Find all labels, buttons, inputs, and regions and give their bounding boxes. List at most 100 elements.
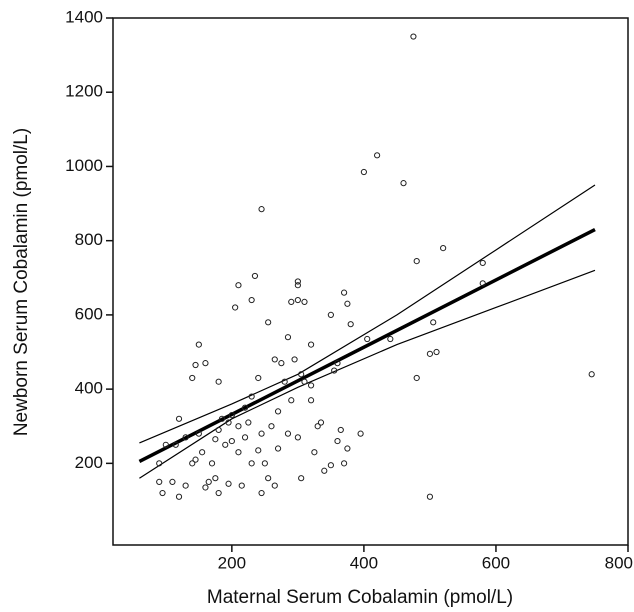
point [189,374,196,382]
point [215,489,222,497]
point [248,296,255,304]
point [413,257,420,265]
line-upper [139,184,596,444]
point [228,437,235,445]
point [235,423,242,430]
point [215,426,222,434]
x-tick-label: 400 [350,553,378,572]
point [344,445,351,452]
point [294,282,301,289]
point [413,374,420,382]
point [327,311,334,319]
point [175,415,183,422]
point [235,449,242,456]
point [364,335,371,343]
point [255,447,262,454]
point [215,378,222,385]
y-tick-label: 1400 [65,7,103,26]
point [294,296,301,304]
point [307,382,315,389]
point [195,341,202,348]
point [433,348,440,356]
point [202,484,209,491]
point [248,393,255,400]
point [192,456,199,463]
point [208,460,216,467]
point [225,419,232,426]
x-axis-label: Maternal Serum Cobalamin (pmol/L) [207,587,513,608]
point [291,356,298,363]
point [288,397,295,404]
point [268,423,275,430]
point [347,321,354,328]
point [301,378,308,385]
point [232,304,239,311]
point [258,206,265,213]
point [238,482,245,489]
y-tick-label: 800 [75,230,103,249]
point [294,434,301,441]
point [235,282,242,289]
point [337,426,344,434]
point [327,462,334,469]
x-tick-label: 200 [218,553,246,572]
point [255,374,262,382]
point [271,356,278,363]
point [156,460,163,467]
point [182,482,189,489]
point [360,168,367,176]
point [301,298,308,306]
point [307,397,315,404]
point [265,475,272,482]
point [218,415,226,422]
point [274,408,282,415]
point [426,350,434,357]
point [374,152,381,159]
point [205,478,212,486]
point [258,489,265,497]
point [400,180,407,187]
point [265,319,272,326]
y-tick-label: 600 [75,304,103,323]
point [430,319,437,326]
point [321,467,328,474]
point [195,430,202,437]
point [284,334,292,341]
y-tick-label: 400 [75,379,103,398]
point [311,449,318,456]
x-tick-label: 600 [482,553,510,572]
line-fit [138,227,596,464]
x-tick-label: 800 [605,553,633,572]
point [340,289,348,296]
point [162,441,169,448]
point [331,367,338,374]
plot-frame [112,17,629,546]
point [410,33,417,40]
y-tick-label: 1200 [65,82,103,101]
point [274,445,282,452]
point [344,300,351,307]
point [294,278,301,285]
line-lower [139,269,596,479]
point [212,436,219,443]
point [222,441,229,448]
point [228,412,235,419]
point [258,430,265,437]
point [334,437,341,445]
point [334,360,341,367]
point [340,460,348,467]
point [271,482,278,489]
y-axis-label: Newborn Serum Cobalamin (pmol/L) [11,128,32,436]
point [192,361,199,369]
point [317,419,325,426]
point [159,489,166,497]
point [169,478,176,486]
y-tick-label: 1000 [65,156,103,175]
point [479,280,486,287]
point [172,441,179,448]
point [288,298,295,306]
point [284,430,292,437]
point [241,434,249,441]
point [298,371,305,378]
